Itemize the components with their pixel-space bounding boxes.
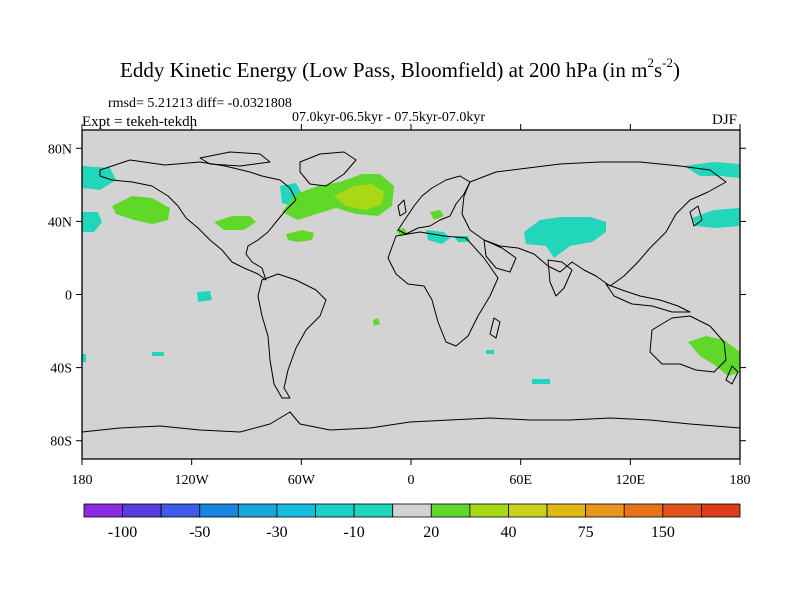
colorbar-swatch bbox=[276, 503, 316, 518]
coast-australia bbox=[649, 315, 727, 373]
yellow-green-north-atlantic-core bbox=[334, 184, 384, 210]
lon-tick-label: 180 bbox=[730, 473, 751, 488]
cyan-pacific-east-band bbox=[692, 208, 740, 228]
colorbar-swatch bbox=[469, 503, 509, 518]
coast-india bbox=[547, 259, 573, 297]
coast-south-america bbox=[257, 273, 327, 399]
colorbar-swatch bbox=[353, 503, 394, 518]
coast-madagascar bbox=[489, 317, 501, 339]
coast-asia bbox=[461, 161, 727, 287]
cyan-asia-central bbox=[524, 217, 606, 258]
plot-title: Eddy Kinetic Energy (Low Pass, Bloomfiel… bbox=[0, 55, 800, 83]
coast-new-zealand bbox=[725, 365, 739, 385]
coast-antarctica bbox=[82, 411, 740, 433]
lon-tick-label: 120E bbox=[616, 473, 646, 488]
green-africa-west bbox=[373, 318, 380, 326]
colorbar-swatch bbox=[122, 503, 162, 518]
green-pacific-north bbox=[112, 196, 170, 224]
rmsd-diff-label: rmsd= 5.21213 diff= -0.0321808 bbox=[108, 96, 292, 111]
green-atlantic-south bbox=[286, 230, 314, 242]
colorbar-swatch bbox=[160, 503, 201, 518]
lat-tick-label: 40N bbox=[48, 215, 72, 230]
green-australia bbox=[688, 336, 740, 376]
title-close: ) bbox=[672, 58, 680, 82]
lon-tick-label: 180 bbox=[72, 473, 93, 488]
lat-tick-label: 0 bbox=[65, 289, 72, 304]
colorbar-label: 40 bbox=[500, 524, 516, 541]
title-unit-s: s bbox=[653, 58, 663, 82]
coast-arctic-islands bbox=[199, 151, 271, 167]
colorbar: -100 -50 -30 -10 20 40 75 150 bbox=[83, 503, 741, 541]
colorbar-swatch bbox=[662, 503, 702, 518]
cyan-pacific-nw bbox=[82, 166, 116, 190]
coast-japan bbox=[689, 205, 703, 227]
cyan-southern-ocean bbox=[532, 379, 550, 384]
colorbar-swatch bbox=[392, 503, 432, 518]
title-exponent-1: 2 bbox=[647, 55, 654, 70]
green-north-america bbox=[214, 216, 256, 230]
lat-tick-label: 80N bbox=[48, 142, 72, 157]
lat-tick-label: 40S bbox=[50, 362, 72, 377]
cyan-tropical-atlantic bbox=[197, 291, 212, 302]
map-background-field bbox=[82, 130, 740, 459]
lon-tick-label: 60E bbox=[509, 473, 532, 488]
coast-british-isles bbox=[397, 199, 407, 217]
coast-greenland bbox=[299, 151, 357, 187]
coast-africa bbox=[387, 231, 499, 347]
lon-tick-label: 60W bbox=[288, 473, 316, 488]
anomaly-contours bbox=[82, 162, 740, 384]
colorbar-label: -10 bbox=[343, 524, 364, 541]
colorbar-swatch bbox=[623, 503, 664, 518]
colorbar-swatch bbox=[546, 503, 587, 518]
colorbar-swatch bbox=[315, 503, 355, 518]
colorbar-swatch bbox=[585, 503, 625, 518]
colorbar-label: 75 bbox=[578, 524, 594, 541]
period-label: 07.0kyr-06.5kyr - 07.5kyr-07.0kyr bbox=[292, 110, 486, 125]
cyan-south-pacific-2 bbox=[82, 354, 86, 362]
colorbar-label: 20 bbox=[423, 524, 439, 541]
colorbar-swatch bbox=[430, 503, 471, 518]
colorbar-swatch bbox=[508, 503, 548, 518]
lon-tick-label: 0 bbox=[408, 473, 415, 488]
colorbar-label: -30 bbox=[266, 524, 287, 541]
title-exponent-2: -2 bbox=[662, 55, 673, 70]
lat-tick-label: 80S bbox=[50, 435, 72, 450]
longitude-axis: 180 120W 60W 0 60E 120E 180 bbox=[72, 124, 751, 488]
colorbar-swatch bbox=[701, 503, 741, 518]
cyan-south-pacific bbox=[152, 352, 164, 356]
coastlines bbox=[82, 151, 740, 433]
coast-southeast-asia bbox=[605, 283, 691, 313]
coast-north-america bbox=[99, 159, 297, 281]
colorbar-swatch bbox=[199, 503, 239, 518]
cyan-arctic-east bbox=[684, 162, 740, 178]
colorbar-label: -50 bbox=[189, 524, 210, 541]
latitude-axis: 80N 40N 0 40S 80S bbox=[48, 142, 746, 450]
experiment-label: Expt = tekeh-tekdh bbox=[82, 114, 198, 130]
cyan-indian-south bbox=[486, 350, 494, 354]
green-mediterranean bbox=[430, 210, 444, 220]
colorbar-label: 150 bbox=[651, 524, 675, 541]
colorbar-label: -100 bbox=[108, 524, 137, 541]
season-label: DJF bbox=[712, 112, 738, 128]
title-text: Eddy Kinetic Energy (Low Pass, Bloomfiel… bbox=[120, 58, 648, 82]
colorbar-swatch bbox=[237, 503, 278, 518]
colorbar-swatch bbox=[83, 503, 123, 518]
lon-tick-label: 120W bbox=[175, 473, 210, 488]
cyan-pacific-north bbox=[82, 212, 102, 232]
coast-arabia bbox=[483, 239, 517, 273]
